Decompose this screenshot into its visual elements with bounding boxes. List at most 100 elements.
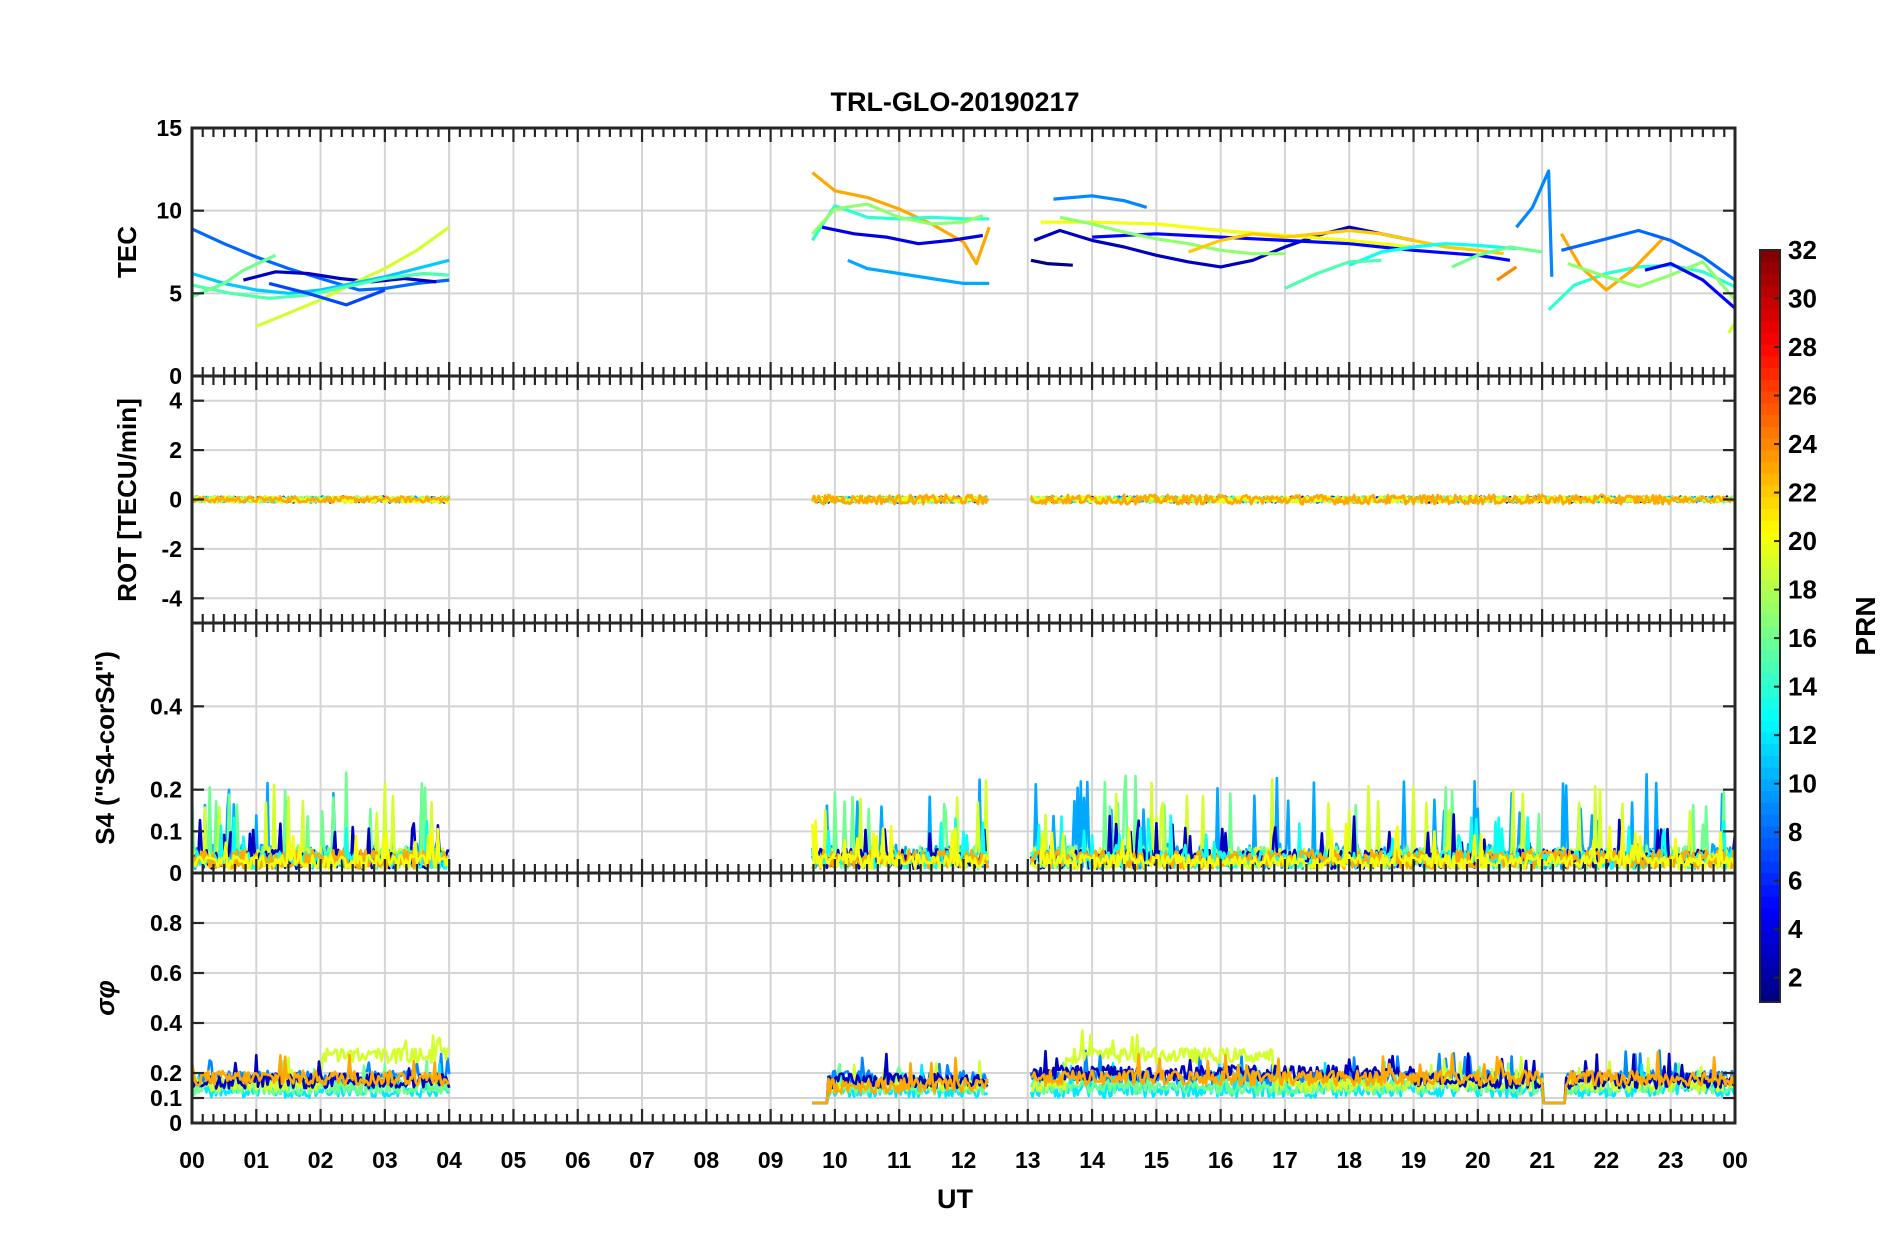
rot-series-prn-23 [811, 493, 989, 506]
colorbar-swatch [1760, 919, 1780, 933]
rot-series-prn-23 [1029, 493, 1737, 506]
colorbar-swatch [1760, 461, 1780, 474]
sigma-ytick-label: 0.4 [150, 1010, 182, 1036]
colorbar-swatch [1760, 579, 1780, 592]
x-tick-label: 06 [565, 1147, 591, 1173]
colorbar-swatch [1760, 590, 1780, 604]
tec-ytick-label: 10 [156, 198, 182, 224]
rot-panel: -4 -2 0 2 4 ROT [TECU/min] [112, 374, 1737, 625]
tec-series-prn-23 [1560, 232, 1666, 292]
tec-series-prn-1 [1030, 258, 1073, 267]
colorbar-swatch [1760, 614, 1780, 627]
tec-series-prn-22 [1187, 228, 1504, 256]
x-tick-label: 03 [372, 1147, 398, 1173]
tec-series-prn-9 [1053, 194, 1148, 209]
x-tick-label: 00 [1722, 1147, 1748, 1173]
sigma-ytick-label: 0.6 [150, 960, 182, 986]
x-tick-label: 17 [1272, 1147, 1298, 1173]
tec-series-prn-15 [1284, 258, 1382, 290]
x-tick-label: 23 [1658, 1147, 1684, 1173]
colorbar-swatch [1760, 496, 1780, 510]
colorbar-swatch [1760, 684, 1780, 698]
colorbar-swatch [1760, 955, 1780, 968]
colorbar-swatch [1760, 320, 1780, 333]
colorbar-tick-label: 28 [1788, 332, 1817, 362]
tec-series-prn-17 [811, 202, 984, 235]
tec-series-prn-4 [821, 225, 984, 246]
x-tick-label: 14 [1079, 1147, 1105, 1173]
colorbar-swatch [1760, 344, 1780, 357]
sigma-ytick-label: 0.1 [150, 1085, 182, 1111]
colorbar-tick-label: 4 [1788, 914, 1803, 944]
sigma-ylabel: σφ [90, 980, 120, 1016]
rot-ytick-label: -2 [162, 536, 182, 562]
tec-series-prn-15 [191, 271, 450, 300]
colorbar-tick-label: 2 [1788, 963, 1802, 993]
tec-panel: 0 5 10 15 TEC [112, 115, 1737, 389]
sigma-series-prn-23 [812, 1056, 989, 1105]
chart-title: TRL-GLO-20190217 [830, 87, 1079, 117]
tec-series-prn-5 [1644, 262, 1737, 310]
colorbar-swatch [1760, 896, 1780, 909]
colorbar-label: PRN [1850, 596, 1881, 655]
colorbar-swatch [1760, 567, 1780, 580]
colorbar-swatch [1760, 861, 1780, 874]
x-tick-label: 00 [179, 1147, 205, 1173]
x-tick-label: 19 [1401, 1147, 1427, 1173]
tec-series-prn-3 [243, 270, 437, 284]
colorbar-swatch [1760, 814, 1780, 827]
tec-series-prn-7 [268, 281, 386, 307]
colorbar-swatch [1760, 379, 1780, 392]
x-tick-label: 22 [1594, 1147, 1620, 1173]
colorbar-swatch [1760, 778, 1780, 792]
x-tick-label: 20 [1465, 1147, 1491, 1173]
colorbar-tick-label: 26 [1788, 381, 1817, 411]
tec-ytick-label: 5 [169, 280, 182, 306]
colorbar-swatch [1760, 825, 1780, 839]
colorbar-swatch [1760, 555, 1780, 568]
x-tick-label: 09 [758, 1147, 784, 1173]
sigma-series-prn-23 [1030, 1050, 1736, 1105]
colorbar-swatch [1760, 449, 1780, 463]
rot-ytick-label: 0 [169, 487, 182, 513]
colorbar-swatch [1760, 438, 1780, 451]
colorbar-tick-label: 12 [1788, 720, 1817, 750]
tec-series-prn-14 [1547, 263, 1736, 312]
colorbar-swatch [1760, 755, 1780, 768]
colorbar-swatch [1760, 520, 1780, 533]
x-tick-label: 13 [1015, 1147, 1041, 1173]
x-tick-label: 21 [1529, 1147, 1555, 1173]
x-tick-labels: 00 01 02 03 04 05 06 07 08 09 10 11 12 13 14 15 16 17 18 19… [179, 1147, 1748, 1173]
colorbar-swatch [1760, 837, 1780, 850]
colorbar-frame [1759, 249, 1781, 1003]
tec-series-prn-23 [811, 171, 991, 266]
tec-series-prn-17 [1567, 260, 1737, 301]
s4-panel: 0 0.1 0.2 0.4 S4 ("S4-corS4") [90, 621, 1737, 886]
s4-ytick-label: 0.4 [150, 693, 182, 719]
colorbar-tick-label: 30 [1788, 284, 1817, 314]
x-tick-label: 08 [694, 1147, 720, 1173]
colorbar-swatch [1760, 261, 1780, 275]
colorbar-swatch [1760, 943, 1780, 956]
s4-ytick-label: 0.2 [150, 777, 182, 803]
tec-series-prn-8 [1561, 228, 1736, 282]
rot-series-prn-23 [190, 495, 451, 504]
colorbar-swatch [1760, 872, 1780, 886]
tec-series-prn-9 [1515, 169, 1554, 277]
colorbar-swatch [1760, 543, 1780, 557]
x-tick-label: 02 [308, 1147, 334, 1173]
colorbar-swatch [1760, 696, 1780, 709]
colorbar-swatch [1760, 708, 1780, 721]
rot-ytick-label: 2 [169, 437, 182, 463]
colorbar-swatch [1760, 414, 1780, 427]
sigma-ytick-label: 0.2 [150, 1060, 182, 1086]
sigma-ytick-label: 0.8 [150, 910, 182, 936]
colorbar-swatch [1760, 637, 1780, 651]
colorbar-swatch [1760, 661, 1780, 674]
tec-series-prn-13 [1348, 242, 1517, 267]
x-axis-label: UT [937, 1184, 973, 1214]
colorbar-swatch [1760, 649, 1780, 662]
colorbar-swatch [1760, 485, 1780, 498]
tec-series-prn-17 [1059, 215, 1285, 256]
